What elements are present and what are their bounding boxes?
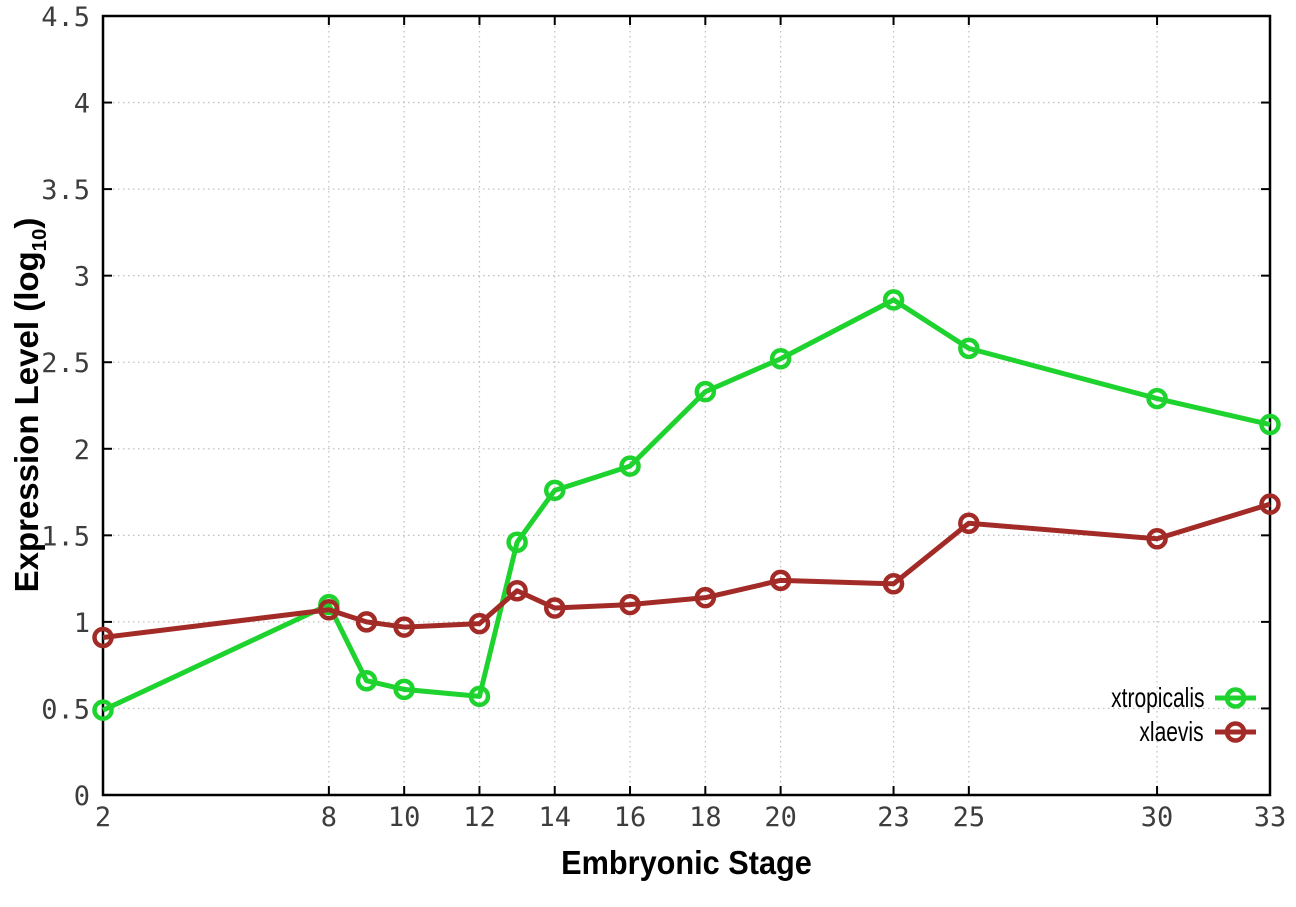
legend-row: xtropicalis	[1080, 681, 1256, 715]
series-point-xlaevis	[1146, 528, 1168, 550]
x-tick-label: 2	[95, 802, 111, 833]
y-tick-label: 0	[74, 781, 90, 812]
series-point-xlaevis	[882, 573, 905, 595]
y-axis-label: Expression Level (log10)	[8, 218, 52, 593]
series-point-xtropicalis	[1146, 387, 1168, 410]
series-point-xlaevis	[92, 626, 114, 649]
legend-row: xlaevis	[1080, 715, 1256, 749]
series-point-xtropicalis	[769, 348, 792, 370]
legend-label-xtropicalis: xtropicalis	[1110, 682, 1204, 713]
y-tick-label: 0.5	[41, 694, 90, 725]
series-point-xtropicalis	[543, 479, 566, 502]
series-point-xtropicalis	[393, 678, 415, 701]
series-point-xtropicalis	[694, 380, 717, 403]
y-axis-label-close: )	[8, 217, 46, 229]
series-point-xlaevis	[769, 569, 792, 592]
x-tick-label: 14	[538, 802, 571, 833]
series-point-xlaevis	[318, 599, 340, 621]
y-axis-label-subscript: 10	[27, 228, 51, 252]
y-tick-label: 1	[74, 608, 90, 639]
x-tick-label: 20	[764, 802, 797, 833]
series-point-xtropicalis	[468, 685, 491, 708]
series-point-xtropicalis	[355, 669, 378, 692]
series-line-xlaevis	[102, 501, 1271, 640]
x-axis-label: Embryonic Stage	[561, 844, 812, 881]
y-tick-label: 4	[74, 89, 90, 120]
x-tick-label: 8	[321, 802, 337, 833]
y-tick-label: 3	[74, 262, 90, 293]
series-line-xtropicalis	[101, 297, 1271, 713]
series-point-xlaevis	[468, 612, 491, 635]
plot-border	[101, 14, 1272, 797]
series-point-xlaevis	[355, 611, 378, 633]
legend: xtropicalis xlaevis	[1080, 681, 1256, 749]
y-tick-label: 2	[74, 435, 90, 466]
x-tick-label: 23	[877, 802, 910, 833]
series-point-xtropicalis	[92, 699, 114, 721]
series-point-xlaevis	[694, 586, 717, 609]
series-point-xlaevis	[393, 616, 415, 638]
series-point-xlaevis	[1259, 493, 1281, 515]
y-tick-label: 3.5	[41, 175, 90, 206]
legend-marker-xtropicalis-icon	[1215, 687, 1256, 709]
x-tick-label: 30	[1141, 802, 1174, 833]
series-point-xtropicalis	[958, 337, 980, 360]
series-point-xlaevis	[958, 512, 980, 534]
x-tick-label: 10	[388, 802, 421, 833]
series-point-xtropicalis	[506, 531, 528, 554]
series-point-xtropicalis	[619, 455, 641, 477]
legend-label-xlaevis: xlaevis	[1139, 716, 1204, 747]
y-tick-label: 2.5	[41, 348, 90, 379]
x-tick-label: 33	[1254, 802, 1287, 833]
series-point-xtropicalis	[882, 289, 905, 311]
x-tick-label: 25	[953, 802, 986, 833]
x-tick-label: 16	[614, 802, 647, 833]
x-tick-label: 18	[689, 802, 722, 833]
x-tick-label: 12	[463, 802, 496, 833]
y-axis-label-text: Expression Level (log	[8, 251, 46, 593]
series-point-xlaevis	[506, 579, 528, 602]
series-point-xlaevis	[619, 593, 641, 616]
y-tick-label: 1.5	[41, 521, 90, 552]
series-point-xlaevis	[543, 597, 566, 619]
legend-marker-xlaevis-icon	[1215, 721, 1256, 743]
y-tick-label: 4.5	[41, 2, 90, 33]
series-point-xtropicalis	[1259, 413, 1281, 436]
